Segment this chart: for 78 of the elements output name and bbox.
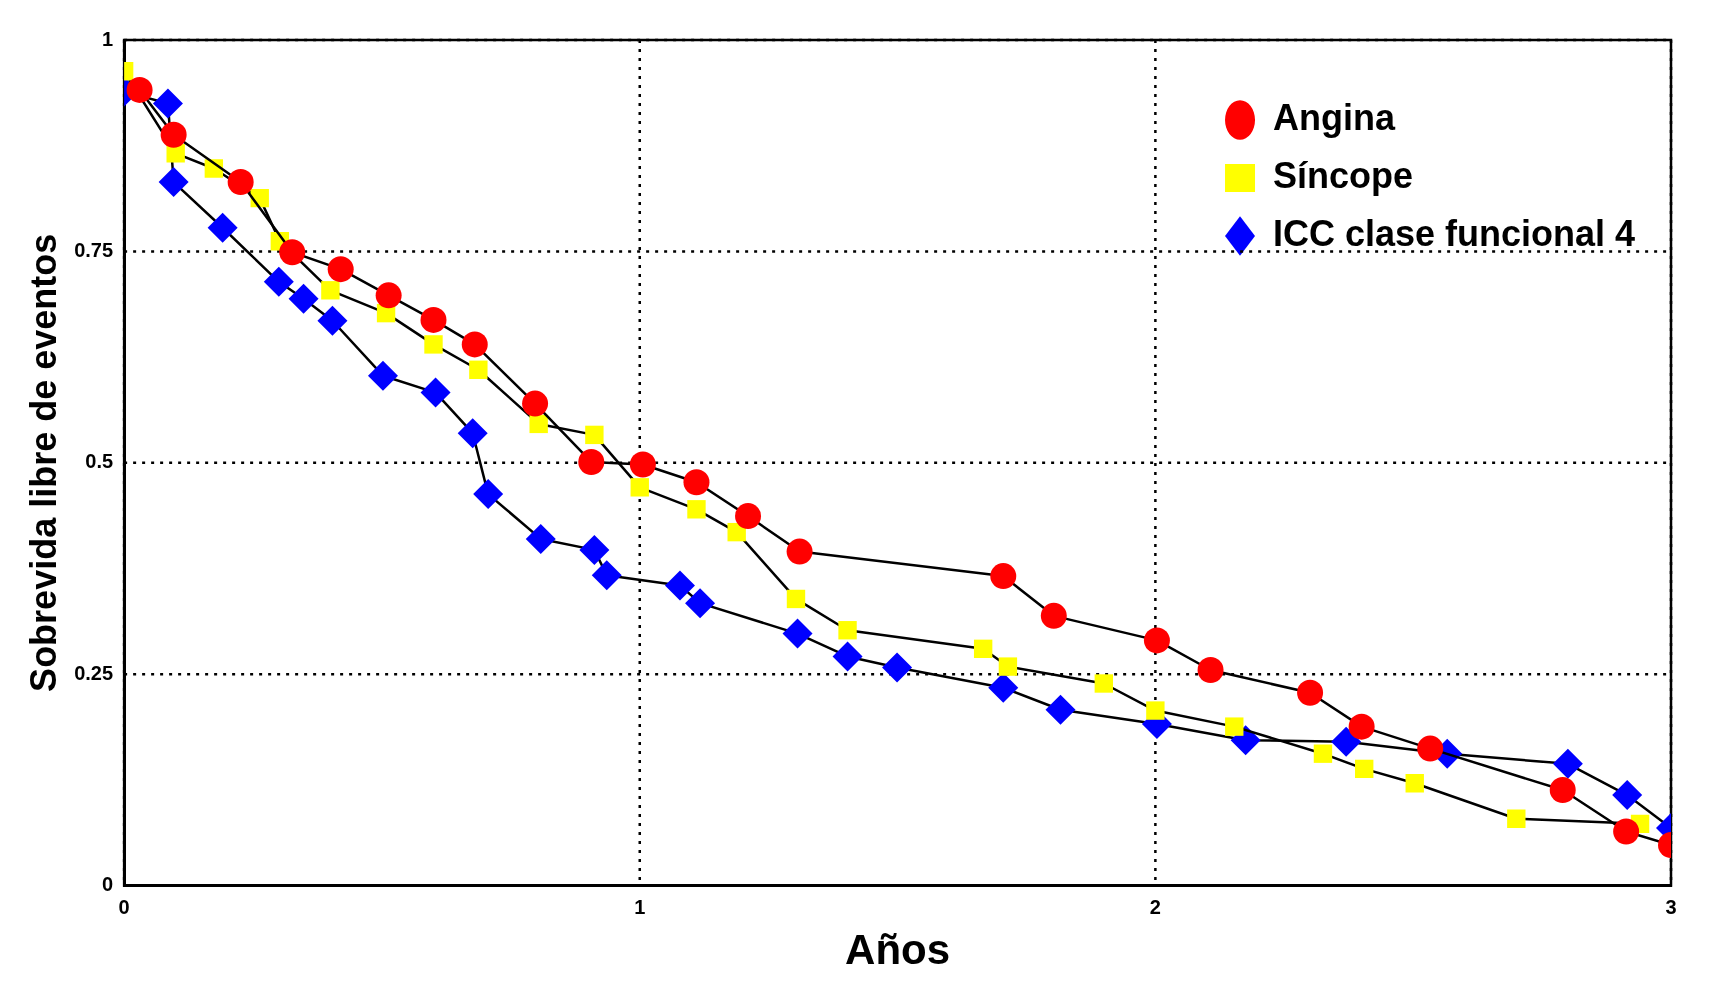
- point: [207, 212, 238, 243]
- point: [990, 563, 1017, 590]
- point: [375, 282, 402, 309]
- point: [279, 239, 306, 266]
- point: [838, 621, 857, 640]
- point: [630, 478, 649, 497]
- y-axis-title: Sobrevida libre de eventos: [22, 233, 64, 692]
- point: [158, 167, 189, 198]
- point: [1552, 748, 1583, 779]
- x-axis-title: Años: [845, 926, 951, 974]
- point: [973, 639, 993, 659]
- point: [585, 425, 604, 445]
- point: [1549, 777, 1576, 804]
- x-tick-label: 1: [634, 896, 646, 919]
- point: [1094, 674, 1114, 693]
- point: [664, 570, 695, 601]
- point: [1417, 735, 1444, 762]
- point: [1143, 627, 1170, 654]
- point: [420, 377, 451, 408]
- point: [457, 418, 488, 449]
- point: [321, 281, 340, 300]
- point: [525, 523, 556, 554]
- point: [327, 256, 354, 283]
- point: [1348, 713, 1375, 740]
- point: [786, 538, 813, 565]
- point: [160, 121, 187, 148]
- point: [263, 266, 294, 297]
- point: [683, 469, 710, 496]
- point: [786, 589, 806, 609]
- y-tick-label: 1: [102, 27, 114, 50]
- point: [685, 588, 716, 619]
- x-tick-label: 0: [118, 896, 130, 919]
- point: [629, 451, 656, 478]
- point: [522, 390, 549, 417]
- x-tick-label: 2: [1149, 896, 1161, 919]
- point: [687, 500, 706, 519]
- point: [1297, 679, 1324, 706]
- y-tick-label: 0.75: [74, 238, 114, 261]
- point: [1045, 694, 1076, 725]
- point: [1405, 774, 1424, 793]
- point: [1040, 602, 1067, 629]
- y-tick-label: 0.25: [74, 661, 114, 684]
- point: [367, 360, 398, 391]
- point: [579, 534, 610, 565]
- point: [152, 88, 183, 119]
- point: [1313, 744, 1333, 763]
- point: [782, 618, 813, 649]
- point: [1146, 701, 1165, 720]
- point: [591, 560, 622, 591]
- point: [882, 652, 913, 683]
- x-tick-label: 3: [1665, 896, 1677, 919]
- point: [469, 360, 488, 379]
- point: [424, 335, 443, 354]
- legend-label: Síncope: [1273, 154, 1414, 196]
- point: [288, 283, 319, 314]
- point: [126, 76, 153, 103]
- y-tick-label: 0: [102, 873, 114, 896]
- point: [735, 503, 762, 530]
- point: [420, 306, 447, 333]
- point: [461, 331, 488, 358]
- point: [1507, 809, 1526, 828]
- point: [1612, 780, 1643, 811]
- point: [998, 657, 1018, 676]
- point: [1613, 818, 1640, 845]
- point: [578, 448, 605, 475]
- point: [227, 169, 254, 196]
- point: [832, 641, 863, 672]
- point: [1355, 759, 1374, 779]
- point: [1197, 656, 1224, 683]
- legend-label: ICC clase funcional 4: [1273, 212, 1636, 254]
- legend-label: Angina: [1273, 96, 1396, 138]
- point: [1225, 717, 1244, 736]
- point: [1331, 726, 1362, 757]
- point: [529, 414, 548, 434]
- point: [727, 522, 746, 542]
- y-tick-label: 0.5: [85, 450, 114, 473]
- point: [473, 479, 504, 510]
- point: [317, 305, 348, 336]
